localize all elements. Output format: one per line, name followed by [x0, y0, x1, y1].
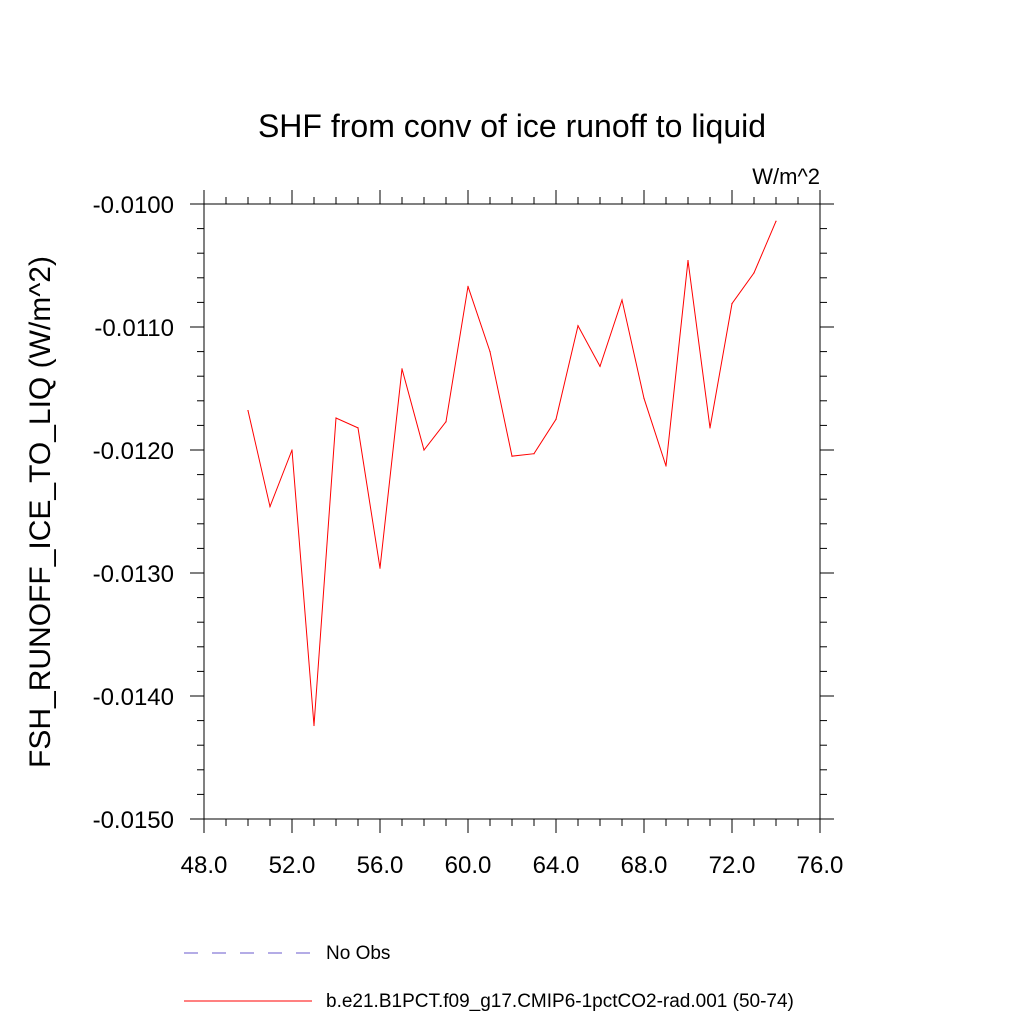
data-point — [247, 410, 249, 412]
data-point — [533, 453, 535, 455]
legend-label-model: b.e21.B1PCT.f09_g17.CMIP6-1pctCO2-rad.00… — [326, 991, 794, 1012]
x-tick-label: 52.0 — [269, 852, 316, 879]
data-point — [379, 567, 381, 569]
units-label: W/m^2 — [752, 164, 820, 189]
data-point — [643, 397, 645, 399]
data-point — [269, 505, 271, 508]
y-axis-label: FSH_RUNOFF_ICE_TO_LIQ (W/m^2) — [24, 256, 57, 768]
data-point — [357, 427, 359, 429]
data-point — [467, 285, 469, 288]
chart-title: SHF from conv of ice runoff to liquid — [258, 108, 766, 144]
plot-frame — [203, 203, 821, 820]
data-point — [335, 417, 337, 419]
data-point — [709, 427, 711, 429]
y-tick-label: -0.0120 — [93, 438, 174, 465]
axis-ticks: 48.0 52.0 56.0 60.0 64.0 68.0 72.0 76.0 -0.0100 -… — [93, 190, 844, 879]
x-tick-label: 72.0 — [709, 852, 756, 879]
y-tick-label: -0.0130 — [93, 561, 174, 588]
data-point — [731, 303, 733, 305]
x-tick-label: 60.0 — [445, 852, 492, 879]
data-point — [577, 325, 579, 327]
legend-label-no-obs: No Obs — [326, 943, 390, 964]
series-line-1 — [247, 221, 777, 726]
data-point — [665, 465, 667, 467]
x-tick-label: 76.0 — [797, 852, 844, 879]
data-point — [423, 449, 425, 451]
legend: No Obs b.e21.B1PCT.f09_g17.CMIP6-1pctCO2… — [184, 943, 794, 1012]
data-point — [555, 418, 557, 420]
data-point — [775, 220, 777, 222]
y-tick-label: -0.0150 — [93, 807, 174, 834]
x-tick-label: 68.0 — [621, 852, 668, 879]
x-tick-label: 64.0 — [533, 852, 580, 879]
data-point — [489, 351, 491, 353]
x-tick-label: 56.0 — [357, 852, 404, 879]
x-tick-label: 48.0 — [181, 852, 228, 879]
data-point — [445, 421, 447, 423]
y-tick-label: -0.0140 — [93, 684, 174, 711]
y-tick-label: -0.0110 — [94, 315, 174, 342]
data-point — [291, 449, 293, 451]
data-point — [687, 259, 689, 262]
y-tick-label: -0.0100 — [93, 192, 174, 219]
data-point — [753, 272, 755, 274]
series-layer — [247, 220, 777, 727]
data-point — [401, 368, 403, 370]
data-point — [599, 365, 601, 367]
data-point — [313, 724, 315, 727]
data-point — [621, 299, 623, 301]
data-point — [511, 455, 513, 457]
